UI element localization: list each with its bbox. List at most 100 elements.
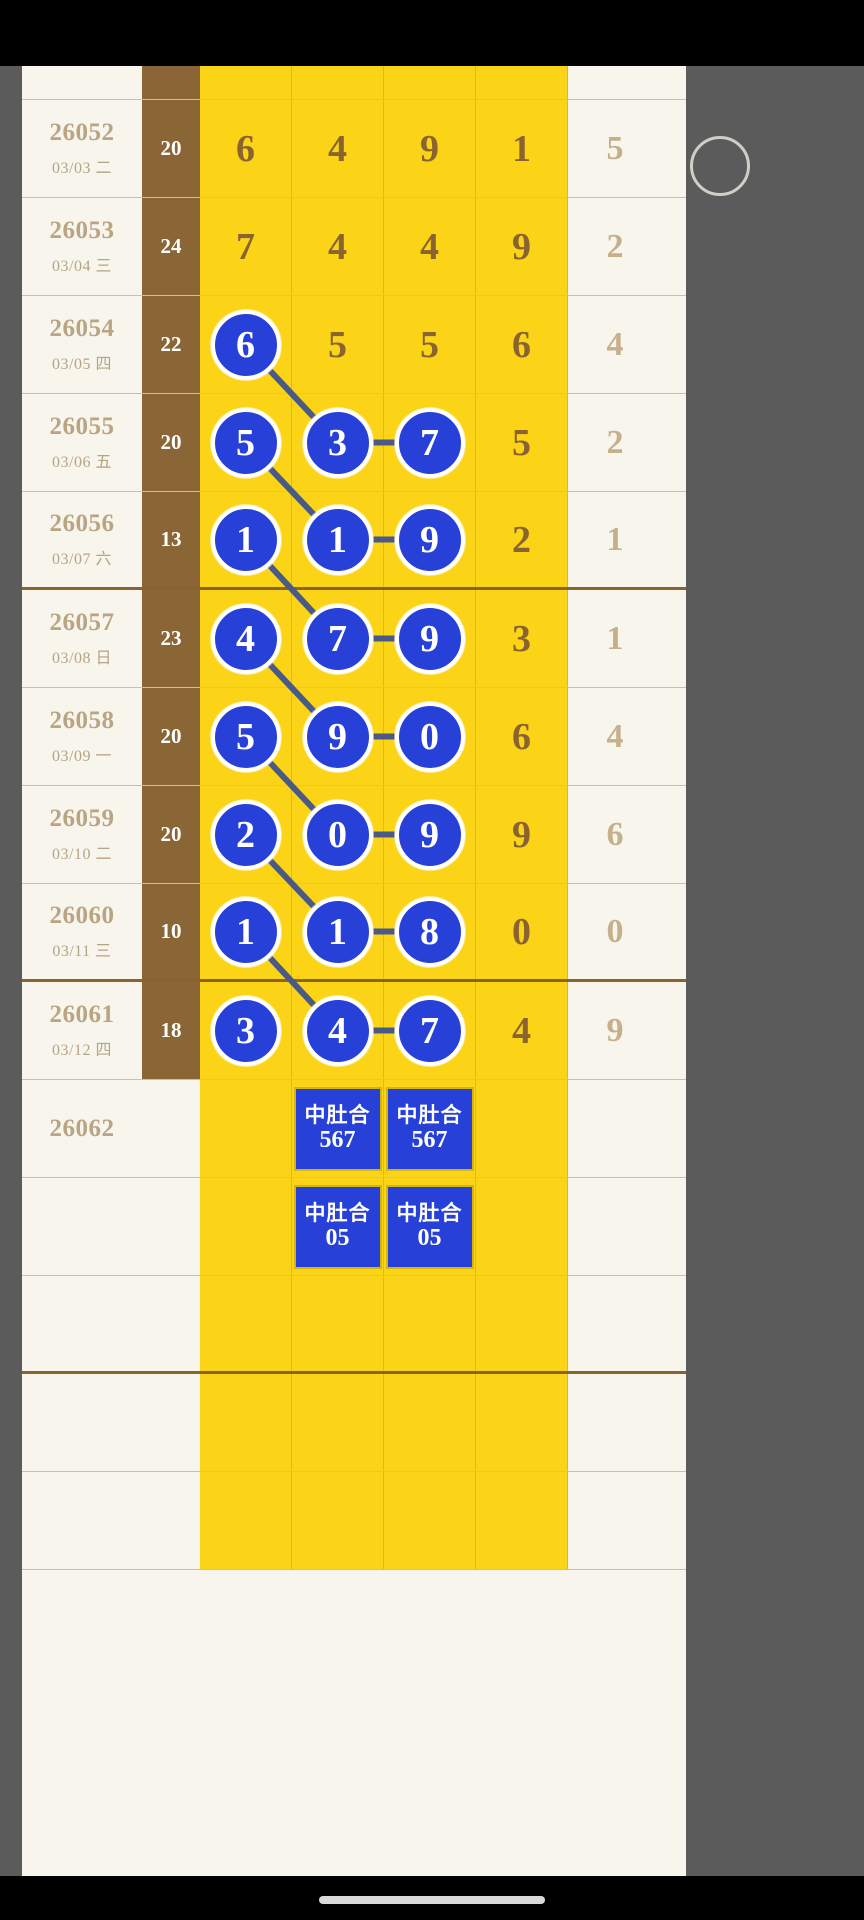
number-cell[interactable]: 0 — [476, 884, 568, 979]
table-row[interactable]: 2605603/07 六1311921 — [22, 492, 686, 590]
highlighted-number-ball[interactable]: 9 — [395, 800, 465, 870]
prediction-label-box[interactable]: 中肚合05 — [294, 1185, 382, 1269]
number-cell[interactable]: 2 — [200, 786, 292, 883]
number-cell[interactable]: 3 — [292, 394, 384, 491]
number-cell[interactable] — [200, 1472, 292, 1569]
number-cell[interactable]: 4 — [476, 982, 568, 1079]
table-row[interactable]: 2605403/05 四2265564 — [22, 296, 686, 394]
highlighted-number-ball[interactable]: 9 — [395, 604, 465, 674]
highlighted-number-ball[interactable]: 1 — [211, 897, 281, 967]
number-cell[interactable]: 6 — [476, 688, 568, 785]
number-cell[interactable]: 3 — [476, 590, 568, 687]
number-cell[interactable]: 6 — [200, 296, 292, 393]
table-row-empty[interactable] — [22, 1276, 686, 1374]
number-cell[interactable]: 4 — [292, 100, 384, 197]
number-cell[interactable] — [476, 66, 568, 99]
highlighted-number-ball[interactable]: 6 — [211, 310, 281, 380]
number-cell[interactable]: 9 — [292, 688, 384, 785]
number-cell[interactable] — [384, 1472, 476, 1569]
highlighted-number-ball[interactable]: 7 — [303, 604, 373, 674]
number-cell[interactable] — [200, 66, 292, 99]
table-row-empty[interactable] — [22, 1374, 686, 1472]
table-row[interactable]: 2605703/08 日2347931 — [22, 590, 686, 688]
number-cell[interactable]: 6 — [476, 296, 568, 393]
number-cell[interactable] — [200, 1080, 292, 1177]
highlighted-number-ball[interactable]: 1 — [211, 505, 281, 575]
highlighted-number-ball[interactable]: 9 — [395, 505, 465, 575]
number-cell[interactable] — [384, 66, 476, 99]
table-row[interactable]: 2605803/09 一2059064 — [22, 688, 686, 786]
number-cell[interactable]: 中肚合05 — [384, 1178, 476, 1275]
number-cell[interactable]: 1 — [200, 492, 292, 587]
highlighted-number-ball[interactable]: 5 — [211, 408, 281, 478]
number-cell[interactable] — [292, 1472, 384, 1569]
number-cell[interactable]: 9 — [384, 590, 476, 687]
number-cell[interactable]: 9 — [476, 198, 568, 295]
highlighted-number-ball[interactable]: 1 — [303, 897, 373, 967]
number-cell[interactable]: 1 — [292, 492, 384, 587]
table-row[interactable]: 2605303/04 三2474492 — [22, 198, 686, 296]
table-row[interactable]: 2605503/06 五2053752 — [22, 394, 686, 492]
number-cell[interactable]: 9 — [384, 492, 476, 587]
number-cell[interactable] — [476, 1374, 568, 1471]
number-cell[interactable] — [200, 1178, 292, 1275]
number-cell[interactable]: 9 — [384, 786, 476, 883]
highlighted-number-ball[interactable]: 8 — [395, 897, 465, 967]
number-cell[interactable]: 7 — [384, 394, 476, 491]
number-cell[interactable] — [200, 1374, 292, 1471]
number-cell[interactable]: 2 — [476, 492, 568, 587]
table-row[interactable]: 2605903/10 二2020996 — [22, 786, 686, 884]
number-cell[interactable]: 9 — [384, 100, 476, 197]
prediction-label-box[interactable]: 中肚合567 — [386, 1087, 474, 1171]
number-cell[interactable] — [292, 1374, 384, 1471]
highlighted-number-ball[interactable]: 4 — [303, 996, 373, 1066]
number-cell[interactable]: 中肚合567 — [384, 1080, 476, 1177]
prediction-row[interactable]: 中肚合05中肚合05 — [22, 1178, 686, 1276]
number-cell[interactable]: 7 — [292, 590, 384, 687]
prediction-label-box[interactable]: 中肚合05 — [386, 1185, 474, 1269]
number-cell[interactable] — [384, 1276, 476, 1371]
highlighted-number-ball[interactable]: 0 — [303, 800, 373, 870]
number-cell[interactable] — [476, 1080, 568, 1177]
number-cell[interactable]: 0 — [384, 688, 476, 785]
number-cell[interactable]: 4 — [200, 590, 292, 687]
highlighted-number-ball[interactable]: 0 — [395, 702, 465, 772]
highlighted-number-ball[interactable]: 1 — [303, 505, 373, 575]
prediction-label-box[interactable]: 中肚合567 — [294, 1087, 382, 1171]
number-cell[interactable]: 5 — [200, 394, 292, 491]
number-cell[interactable]: 3 — [200, 982, 292, 1079]
prediction-row[interactable]: 26062中肚合567中肚合567 — [22, 1080, 686, 1178]
number-cell[interactable]: 5 — [292, 296, 384, 393]
highlighted-number-ball[interactable]: 7 — [395, 408, 465, 478]
number-cell[interactable]: 9 — [476, 786, 568, 883]
highlighted-number-ball[interactable]: 2 — [211, 800, 281, 870]
number-cell[interactable]: 5 — [476, 394, 568, 491]
table-row[interactable]: 2606003/11 三1011800 — [22, 884, 686, 982]
number-cell[interactable]: 1 — [292, 884, 384, 979]
number-cell[interactable]: 4 — [292, 982, 384, 1079]
number-cell[interactable]: 5 — [384, 296, 476, 393]
number-cell[interactable]: 4 — [384, 198, 476, 295]
home-indicator[interactable] — [319, 1896, 545, 1904]
number-cell[interactable]: 中肚合05 — [292, 1178, 384, 1275]
number-cell[interactable] — [476, 1276, 568, 1371]
number-cell[interactable] — [292, 66, 384, 99]
number-cell[interactable] — [292, 1276, 384, 1371]
number-cell[interactable]: 7 — [384, 982, 476, 1079]
highlighted-number-ball[interactable]: 3 — [211, 996, 281, 1066]
highlighted-number-ball[interactable]: 5 — [211, 702, 281, 772]
number-cell[interactable] — [200, 1276, 292, 1371]
highlighted-number-ball[interactable]: 7 — [395, 996, 465, 1066]
number-cell[interactable]: 中肚合567 — [292, 1080, 384, 1177]
trend-table[interactable]: 2605203/03 二20649152605303/04 三247449226… — [22, 66, 686, 1876]
number-cell[interactable]: 1 — [476, 100, 568, 197]
highlighted-number-ball[interactable]: 3 — [303, 408, 373, 478]
highlighted-number-ball[interactable]: 9 — [303, 702, 373, 772]
number-cell[interactable]: 5 — [200, 688, 292, 785]
table-row[interactable]: 2605203/03 二2064915 — [22, 100, 686, 198]
table-row-empty[interactable] — [22, 1472, 686, 1570]
number-cell[interactable]: 8 — [384, 884, 476, 979]
table-row[interactable]: 2606103/12 四1834749 — [22, 982, 686, 1080]
number-cell[interactable]: 1 — [200, 884, 292, 979]
highlighted-number-ball[interactable]: 4 — [211, 604, 281, 674]
